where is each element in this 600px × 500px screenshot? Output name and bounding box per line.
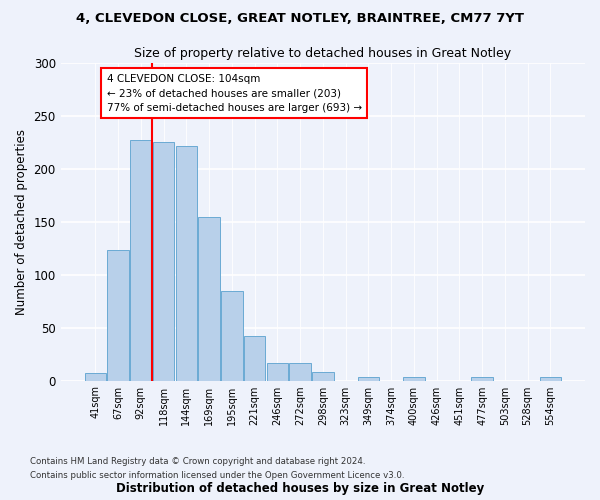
- Bar: [107, 250, 129, 380]
- Bar: [198, 216, 220, 380]
- Bar: [289, 362, 311, 380]
- Title: Size of property relative to detached houses in Great Notley: Size of property relative to detached ho…: [134, 48, 511, 60]
- Bar: [539, 378, 561, 380]
- Bar: [266, 362, 288, 380]
- Bar: [85, 373, 106, 380]
- Bar: [358, 378, 379, 380]
- Text: 4, CLEVEDON CLOSE, GREAT NOTLEY, BRAINTREE, CM77 7YT: 4, CLEVEDON CLOSE, GREAT NOTLEY, BRAINTR…: [76, 12, 524, 26]
- Text: Contains public sector information licensed under the Open Government Licence v3: Contains public sector information licen…: [30, 471, 404, 480]
- Text: Distribution of detached houses by size in Great Notley: Distribution of detached houses by size …: [116, 482, 484, 495]
- Bar: [153, 142, 175, 380]
- Bar: [244, 336, 265, 380]
- Y-axis label: Number of detached properties: Number of detached properties: [15, 129, 28, 315]
- Bar: [471, 378, 493, 380]
- Bar: [130, 140, 152, 380]
- Text: Contains HM Land Registry data © Crown copyright and database right 2024.: Contains HM Land Registry data © Crown c…: [30, 457, 365, 466]
- Bar: [312, 372, 334, 380]
- Bar: [176, 146, 197, 380]
- Text: 4 CLEVEDON CLOSE: 104sqm
← 23% of detached houses are smaller (203)
77% of semi-: 4 CLEVEDON CLOSE: 104sqm ← 23% of detach…: [107, 74, 362, 113]
- Bar: [403, 378, 425, 380]
- Bar: [221, 290, 242, 380]
